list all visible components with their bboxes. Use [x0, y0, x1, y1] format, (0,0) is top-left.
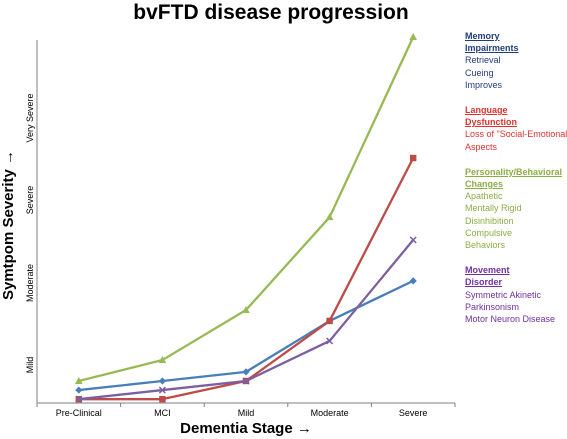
- legend-entry-language: Language Dysfunction Loss of "Social-Emoti…: [465, 104, 567, 153]
- legend: Memory Impairments Retrieval Cueing Improves…: [465, 30, 567, 338]
- legend-text: Motor Neuron Disease: [465, 314, 556, 325]
- data-point: [75, 386, 83, 394]
- x-axis-title: Dementia Stage →: [180, 420, 312, 437]
- legend-text: Loss of "Social-Emotional": [465, 129, 567, 140]
- legend-heading: Language: [465, 105, 508, 116]
- y-axis-title: Symtpom Severity →: [0, 150, 17, 300]
- data-point: [409, 277, 417, 285]
- data-point: [158, 356, 167, 364]
- data-point: [325, 213, 334, 221]
- legend-heading: Changes: [465, 179, 504, 190]
- data-point: [159, 395, 166, 403]
- y-tick-label: Very Severe: [25, 93, 35, 142]
- x-tick-marks: [36, 403, 456, 407]
- data-point: [242, 377, 250, 385]
- legend-text: Apathetic: [465, 191, 503, 202]
- data-point: [75, 376, 83, 384]
- data-point: [409, 236, 417, 244]
- series-movement: [75, 236, 417, 403]
- legend-text: Parkinsonism: [465, 301, 520, 312]
- legend-text: Mentally Rigid: [465, 203, 522, 214]
- data-point: [75, 395, 83, 403]
- y-tick-label: Severe: [25, 186, 35, 215]
- data-point: [326, 317, 333, 325]
- data-point: [410, 154, 417, 162]
- x-tick-label: Severe: [399, 408, 428, 418]
- series-personality: [75, 33, 417, 384]
- legend-text: Symmetric Akinetic: [465, 289, 542, 300]
- legend-entry-movement: Movement Disorder Symmetric Akinetic Parkin…: [465, 264, 567, 325]
- data-point: [158, 377, 166, 385]
- series-line-language: [78, 157, 415, 401]
- legend-heading: Impairments: [465, 43, 519, 54]
- legend-heading: Dysfunction: [465, 117, 518, 128]
- data-point: [158, 386, 166, 394]
- axes: [36, 40, 455, 404]
- y-tick-label: Moderate: [25, 264, 35, 302]
- data-point: [409, 33, 417, 40]
- legend-heading: Movement: [465, 265, 510, 276]
- legend-heading: Personality/Behavioral: [465, 166, 563, 177]
- legend-text: Behaviors: [465, 240, 506, 251]
- legend-text: Compulsive: [465, 227, 513, 238]
- x-tick-label: Moderate: [311, 408, 349, 418]
- legend-text: Cueing: [465, 67, 494, 78]
- series-line-personality: [78, 36, 415, 383]
- y-tick-label: Mild: [25, 357, 35, 374]
- legend-text: Improves: [465, 79, 503, 90]
- legend-text: Aspects: [465, 141, 498, 152]
- series-layer: [75, 33, 417, 403]
- legend-entry-personality: Personality/Behavioral Changes Apathetic Me…: [465, 166, 567, 251]
- series-language: [75, 154, 417, 403]
- x-tick-label: MCI: [154, 408, 171, 418]
- legend-text: Retrieval: [465, 55, 501, 66]
- x-tick-label: Pre-Clinical: [56, 408, 102, 418]
- legend-text: Disinhibition: [465, 215, 514, 226]
- data-point: [326, 337, 334, 345]
- x-tick-labels: Pre-Clinical MCI Mild Moderate Severe: [56, 408, 428, 418]
- y-tick-labels: Mild Moderate Severe Very Severe: [25, 93, 35, 373]
- data-point: [242, 306, 250, 313]
- series-memory: [75, 277, 417, 394]
- legend-entry-memory: Memory Impairments Retrieval Cueing Improves: [465, 30, 567, 91]
- data-point: [242, 368, 250, 376]
- chart-title: bvFTD disease progression: [133, 1, 408, 24]
- legend-heading: Memory: [465, 31, 500, 41]
- x-tick-label: Mild: [238, 408, 255, 418]
- legend-heading: Disorder: [465, 277, 503, 288]
